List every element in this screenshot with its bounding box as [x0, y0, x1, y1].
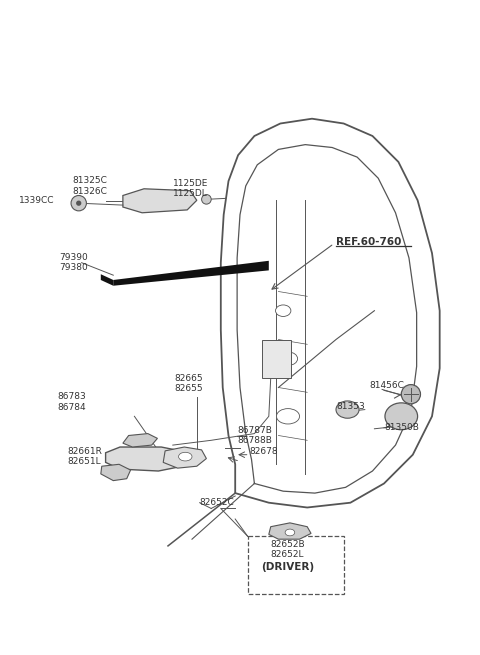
Polygon shape: [123, 434, 157, 447]
Polygon shape: [221, 119, 440, 508]
Text: 81353: 81353: [336, 402, 365, 411]
Ellipse shape: [278, 352, 298, 365]
Text: 82652C: 82652C: [200, 498, 234, 507]
Text: 81456C: 81456C: [370, 381, 405, 390]
Polygon shape: [123, 189, 197, 213]
Polygon shape: [113, 261, 269, 286]
Text: 1125DE
1125DL: 1125DE 1125DL: [173, 179, 208, 198]
Circle shape: [71, 195, 86, 211]
Text: 81350B: 81350B: [384, 423, 419, 432]
Polygon shape: [101, 274, 113, 286]
Text: 82678: 82678: [250, 447, 278, 457]
Text: 81325C
81326C: 81325C 81326C: [72, 176, 107, 196]
Circle shape: [202, 195, 211, 204]
Text: 82661R
82651L: 82661R 82651L: [67, 447, 102, 466]
FancyBboxPatch shape: [262, 339, 291, 378]
Ellipse shape: [285, 529, 295, 536]
Ellipse shape: [179, 453, 192, 461]
Text: REF.60-760: REF.60-760: [336, 236, 401, 246]
Ellipse shape: [336, 401, 359, 419]
Polygon shape: [269, 523, 311, 539]
Text: 86787B
86788B: 86787B 86788B: [237, 426, 272, 445]
Text: 1339CC: 1339CC: [19, 196, 55, 205]
FancyBboxPatch shape: [248, 536, 344, 594]
Text: 82665
82655: 82665 82655: [175, 374, 204, 394]
Circle shape: [77, 201, 81, 205]
Polygon shape: [163, 447, 206, 468]
Ellipse shape: [276, 305, 291, 316]
Text: 79390
79380: 79390 79380: [60, 253, 88, 272]
Text: (DRIVER): (DRIVER): [262, 562, 314, 572]
Ellipse shape: [385, 403, 418, 430]
Polygon shape: [101, 464, 131, 481]
Circle shape: [401, 384, 420, 404]
Ellipse shape: [276, 409, 300, 424]
Text: 82652B
82652L: 82652B 82652L: [271, 540, 305, 559]
Polygon shape: [106, 447, 187, 471]
Text: 86783
86784: 86783 86784: [58, 392, 86, 411]
